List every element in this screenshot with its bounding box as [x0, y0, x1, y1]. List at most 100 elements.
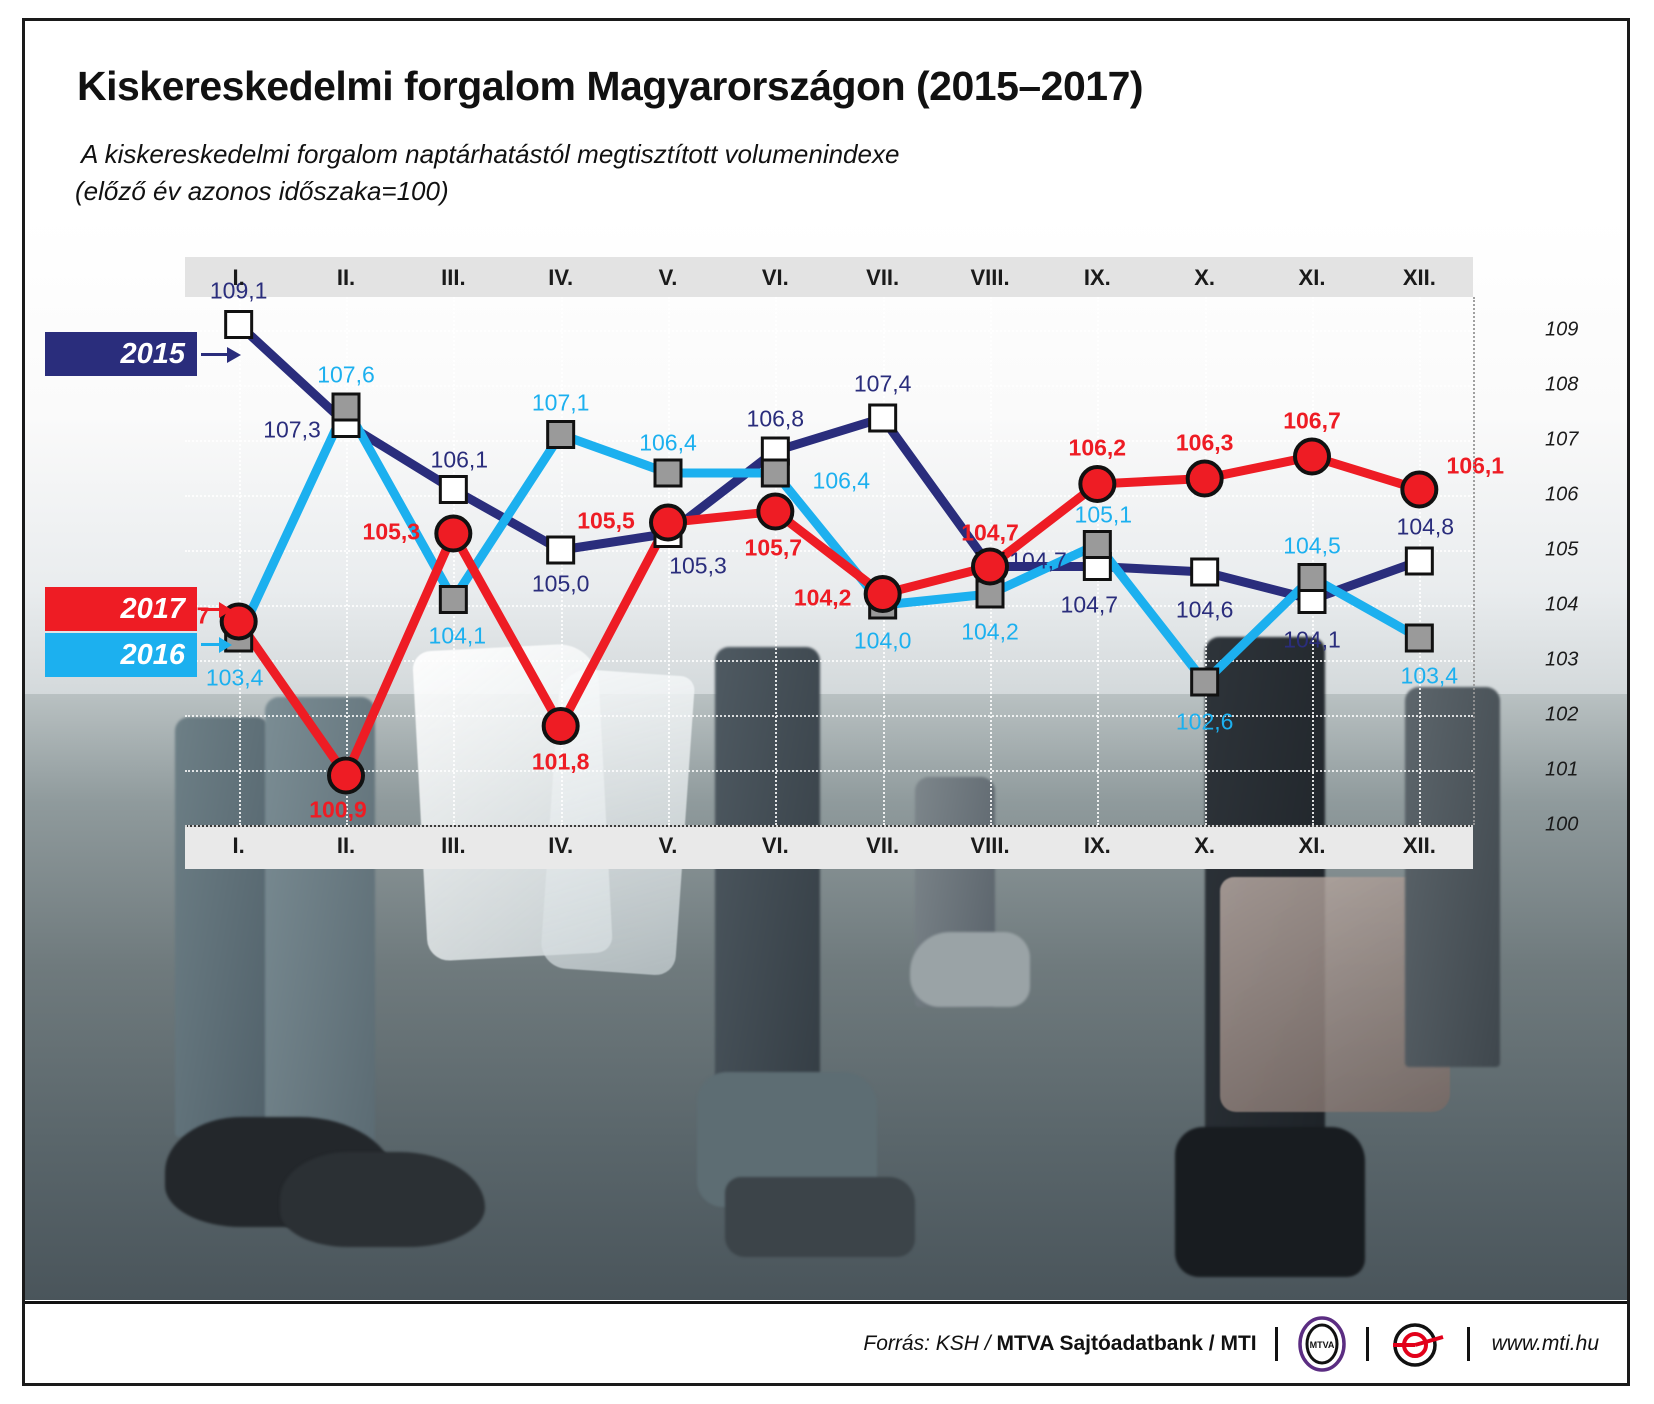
- data-label-2016-VII.: 104,0: [853, 627, 912, 654]
- y-axis-tick-104: 104: [1545, 593, 1579, 616]
- footer-bar: Forrás: KSH / MTVA Sajtóadatbank / MTI M…: [25, 1301, 1627, 1383]
- month-label-top-4: IV.: [548, 265, 574, 290]
- month-label-top-11: XI.: [1298, 265, 1326, 290]
- y-axis-tick-107: 107: [1545, 428, 1579, 451]
- data-point-2017-III.[interactable]: [434, 514, 473, 553]
- website-url[interactable]: www.mti.hu: [1491, 1331, 1599, 1355]
- month-label-top-6: VI.: [761, 265, 789, 290]
- data-point-2016-X.[interactable]: [1190, 667, 1220, 697]
- data-label-2016-IX.: 105,1: [1074, 501, 1133, 527]
- data-label-2017-IV.: 101,8: [531, 748, 590, 775]
- data-point-2015-IV.[interactable]: [546, 535, 576, 565]
- data-label-2017-X.: 106,3: [1175, 429, 1234, 455]
- gridline-horizontal: [185, 825, 1473, 827]
- data-label-2016-V.: 106,4: [639, 429, 697, 456]
- data-point-2017-XII.[interactable]: [1400, 470, 1439, 509]
- footer-divider-2: [1365, 1326, 1369, 1361]
- data-point-2017-XI.[interactable]: [1293, 437, 1331, 476]
- data-label-2015-IX.: 104,7: [1060, 591, 1119, 617]
- legend-item-2015[interactable]: 2015: [45, 332, 197, 376]
- subtitle-line-1: A kiskereskedelmi forgalom naptárhatástó…: [81, 139, 900, 169]
- data-label-2016-XII.: 103,4: [1400, 662, 1459, 689]
- legend-arrow-2015: [201, 353, 229, 356]
- gridline-vertical: [453, 297, 456, 825]
- data-point-2016-III.[interactable]: [438, 585, 468, 614]
- legend-label-2016: 2016: [120, 638, 185, 671]
- data-point-2016-XII.[interactable]: [1404, 623, 1434, 653]
- gridline-vertical: [346, 297, 348, 825]
- data-point-2015-VII.[interactable]: [868, 403, 898, 433]
- month-label-bottom-7: VII.: [866, 833, 900, 858]
- data-label-2015-VIII.: 104,7: [1009, 547, 1067, 573]
- gridline-horizontal: [185, 605, 1473, 607]
- month-label-bottom-1: I.: [232, 833, 245, 858]
- y-axis-tick-108: 108: [1545, 373, 1579, 396]
- legend-label-2015: 2015: [120, 337, 185, 370]
- gridline-vertical: [775, 297, 778, 825]
- data-point-2015-XII.[interactable]: [1404, 546, 1434, 576]
- legend-arrowhead-2015: [227, 347, 241, 363]
- data-label-2016-XI.: 104,5: [1283, 532, 1341, 558]
- data-label-2015-II.: 107,3: [263, 416, 321, 442]
- data-point-2015-X.[interactable]: [1190, 557, 1220, 587]
- data-label-2017-VII.: 104,2: [793, 584, 852, 611]
- data-label-2017-III.: 105,3: [362, 518, 421, 544]
- data-label-2015-I.: 109,1: [209, 277, 268, 303]
- data-point-2016-V.[interactable]: [653, 458, 683, 488]
- data-point-2016-XI.[interactable]: [1297, 563, 1327, 592]
- gridline-horizontal: [185, 660, 1473, 662]
- month-label-bottom-4: IV.: [548, 833, 574, 858]
- data-label-2017-XI.: 106,7: [1283, 407, 1341, 433]
- data-point-2017-IX.[interactable]: [1078, 465, 1117, 503]
- y-axis-tick-105: 105: [1545, 538, 1579, 561]
- data-point-2016-II.[interactable]: [331, 392, 361, 422]
- data-label-2015-XII.: 104,8: [1396, 513, 1455, 540]
- legend-arrow-2017: [201, 608, 221, 611]
- data-label-2015-III.: 106,1: [430, 446, 489, 472]
- data-point-2017-V.[interactable]: [649, 503, 687, 542]
- month-label-top-9: IX.: [1083, 265, 1111, 290]
- month-label-top-12: XII.: [1402, 265, 1436, 290]
- data-label-2016-II.: 107,6: [317, 361, 375, 388]
- gridline-vertical: [1312, 297, 1314, 825]
- month-label-bottom-9: IX.: [1083, 833, 1111, 858]
- y-axis-tick-102: 102: [1545, 703, 1579, 726]
- legend-item-2016[interactable]: 2016: [45, 633, 197, 677]
- month-label-top-3: III.: [441, 265, 466, 290]
- data-label-2015-XI.: 104,1: [1283, 626, 1341, 652]
- data-label-2017-XII.: 106,1: [1446, 452, 1505, 478]
- data-point-2016-IV.[interactable]: [546, 420, 576, 449]
- subtitle-line-2: (előző év azonos időszaka=100): [75, 176, 449, 206]
- source-attribution: Forrás: KSH / MTVA Sajtóadatbank / MTI: [863, 1332, 1256, 1356]
- data-point-2017-VII.[interactable]: [863, 575, 902, 613]
- month-label-bottom-11: XI.: [1298, 833, 1326, 858]
- data-point-2017-II.[interactable]: [327, 756, 365, 795]
- data-point-2015-I.[interactable]: [224, 310, 254, 339]
- data-label-2015-VII.: 107,4: [853, 370, 912, 397]
- month-label-bottom-2: II.: [336, 833, 356, 858]
- month-label-bottom-10: X.: [1194, 833, 1216, 858]
- y-axis-tick-100: 100: [1545, 813, 1579, 836]
- data-point-2017-X.[interactable]: [1185, 459, 1224, 498]
- gridline-horizontal: [185, 495, 1473, 497]
- chart-plot-area: 109,1 107,3 106,1 105,0 105,3 106,8 107,4 104,7…: [152, 257, 1504, 869]
- month-label-top-5: V.: [658, 265, 678, 290]
- svg-text:MTVA: MTVA: [1309, 1340, 1334, 1350]
- data-point-2017-IV.[interactable]: [541, 707, 580, 745]
- page-title: Kiskereskedelmi forgalom Magyarországon …: [77, 63, 1144, 109]
- month-label-bottom-12: XII.: [1402, 833, 1436, 858]
- data-label-2016-VIII.: 104,2: [961, 618, 1019, 645]
- gridline-horizontal: [185, 770, 1473, 772]
- month-label-top-10: X.: [1194, 265, 1216, 290]
- source-bold: MTVA Sajtóadatbank / MTI: [996, 1331, 1257, 1355]
- data-point-2016-IX.[interactable]: [1082, 530, 1112, 559]
- data-point-2015-III.[interactable]: [438, 475, 468, 504]
- month-label-bottom-5: V.: [658, 833, 678, 858]
- data-point-2017-VI.[interactable]: [756, 492, 795, 531]
- legend-item-2017[interactable]: 2017: [45, 587, 197, 631]
- data-label-2016-VI.: 106,4: [812, 467, 871, 494]
- data-point-2017-VIII.[interactable]: [971, 547, 1009, 586]
- data-point-2016-VI.[interactable]: [760, 458, 790, 488]
- data-label-2016-III.: 104,1: [428, 622, 487, 648]
- month-header-band: [185, 257, 1473, 297]
